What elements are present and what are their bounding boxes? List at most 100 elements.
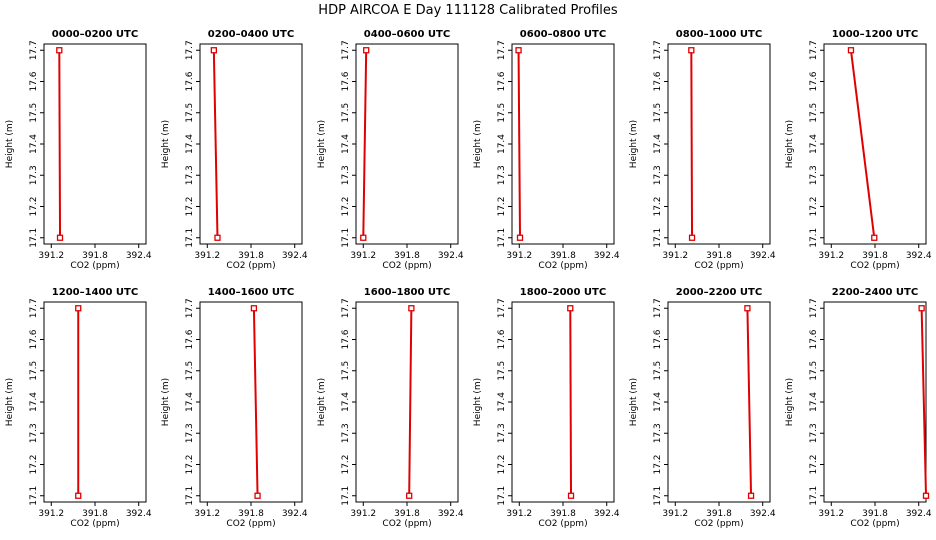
figure-title: HDP AIRCOA E Day 111128 Calibrated Profi… [318,3,618,18]
y-axis-label: Height (m) [473,120,483,168]
x-axis-label: CO2 (ppm) [70,519,119,529]
y-tick-label: 17.5 [29,103,39,123]
x-tick-label: 391.2 [818,509,844,519]
y-tick-label: 17.3 [185,165,195,185]
y-tick-label: 17.4 [653,134,663,154]
y-tick-label: 17.1 [185,486,195,506]
x-axis-label: CO2 (ppm) [538,519,587,529]
data-point [747,492,755,499]
profile-line [569,308,573,496]
y-tick-label: 17.1 [341,228,351,248]
y-tick-label: 17.2 [809,454,819,474]
y-tick-label: 17.4 [809,134,819,154]
x-tick-label: 391.8 [550,251,576,261]
x-tick-label: 392.4 [750,509,776,519]
y-tick-label: 17.6 [653,71,663,91]
x-tick-label: 392.4 [282,509,308,519]
profile-line [362,50,368,238]
y-tick-label: 17.4 [185,392,195,412]
x-tick-label: 391.2 [350,251,376,261]
y-tick-label: 17.7 [185,298,195,318]
y-tick-label: 17.6 [29,71,39,91]
data-point [75,492,82,499]
y-tick-label: 17.2 [185,196,195,216]
y-tick-label: 17.2 [653,196,663,216]
data-point [516,234,524,241]
x-axis-label: CO2 (ppm) [70,261,119,271]
y-tick-label: 17.3 [341,165,351,185]
y-tick-label: 17.5 [809,103,819,123]
data-point [871,234,878,241]
y-tick-label: 17.6 [809,71,819,91]
profile-panel: 1200–1400 UTC 391.2 391.8 392.4 17.1 17.2 17.3… [5,287,152,529]
y-tick-label: 17.4 [653,392,663,412]
y-tick-label: 17.4 [341,392,351,412]
panel-title: 1600–1800 UTC [364,287,450,298]
profile-panel: 1600–1800 UTC 391.2 391.8 392.4 17.1 17.2 17.3… [317,287,464,529]
profile-panel: 2000–2200 UTC 391.2 391.8 392.4 17.1 17.2 17.3… [629,287,776,529]
y-tick-label: 17.1 [29,486,39,506]
x-tick-label: 391.2 [662,251,688,261]
y-axis-label: Height (m) [785,120,795,168]
y-axis-label: Height (m) [161,378,171,426]
y-axis-label: Height (m) [629,120,639,168]
data-point [360,234,367,241]
x-axis-label: CO2 (ppm) [694,261,743,271]
y-tick-label: 17.1 [809,228,819,248]
data-point [847,47,855,54]
y-tick-label: 17.6 [185,329,195,349]
y-tick-label: 17.3 [497,423,507,443]
x-tick-label: 391.8 [862,251,888,261]
panel-title: 0800–1000 UTC [676,29,762,40]
panels-group: 0000–0200 UTC 391.2 391.8 392.4 17.1 17.2 17.3… [5,29,932,529]
plot-frame [511,301,615,503]
plot-frame [511,43,615,245]
x-axis-label: CO2 (ppm) [382,261,431,271]
y-tick-label: 17.7 [341,298,351,318]
y-tick-label: 17.4 [497,134,507,154]
profile-panel: 1000–1200 UTC 391.2 391.8 392.4 17.1 17.2 17.3… [785,29,932,271]
data-point [567,492,575,499]
data-point [406,492,413,499]
x-tick-label: 391.8 [238,509,264,519]
x-tick-label: 391.2 [818,251,844,261]
profile-line [690,50,694,238]
y-tick-label: 17.4 [809,392,819,412]
y-tick-label: 17.5 [809,361,819,381]
y-tick-label: 17.5 [653,361,663,381]
y-tick-label: 17.5 [185,361,195,381]
y-tick-label: 17.7 [653,40,663,60]
x-tick-label: 391.8 [394,509,420,519]
y-tick-label: 17.3 [29,165,39,185]
y-tick-label: 17.5 [185,103,195,123]
y-tick-label: 17.1 [653,228,663,248]
x-tick-label: 392.4 [594,509,620,519]
data-point [744,305,751,312]
plot-frame [667,301,771,503]
y-tick-label: 17.3 [497,165,507,185]
data-point [56,234,64,241]
panel-title: 1800–2000 UTC [520,287,606,298]
panel-title: 2000–2200 UTC [676,287,762,298]
y-tick-label: 17.6 [341,329,351,349]
panel-title: 0000–0200 UTC [52,29,138,40]
plot-frame [355,43,459,245]
x-axis-label: CO2 (ppm) [382,519,431,529]
y-tick-label: 17.7 [29,298,39,318]
x-tick-label: 392.4 [750,251,776,261]
x-tick-label: 392.4 [906,251,932,261]
x-tick-label: 391.2 [506,509,532,519]
y-tick-label: 17.1 [341,486,351,506]
plot-frame [43,301,147,503]
data-point [515,47,522,54]
x-tick-label: 391.2 [506,251,532,261]
y-tick-label: 17.3 [809,423,819,443]
profile-line [746,308,753,496]
data-point [688,47,695,54]
x-tick-label: 391.8 [82,509,108,519]
data-point [56,47,63,54]
profile-panel: 0000–0200 UTC 391.2 391.8 392.4 17.1 17.2 17.3… [5,29,152,271]
x-tick-label: 391.8 [706,509,732,519]
y-tick-label: 17.5 [497,361,507,381]
